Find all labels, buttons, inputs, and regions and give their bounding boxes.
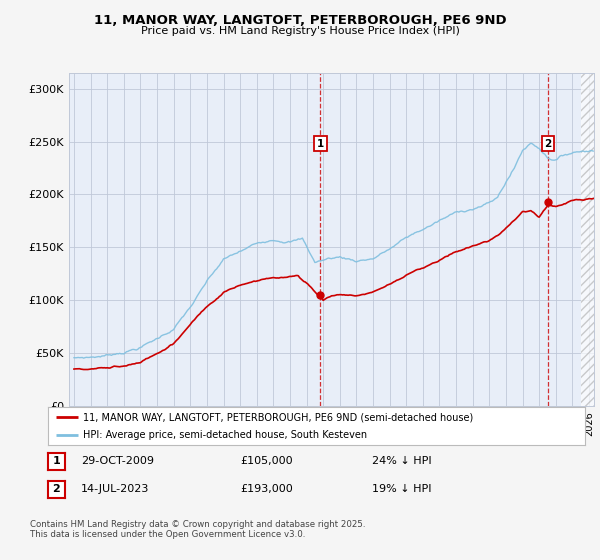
Text: 1: 1 — [317, 139, 324, 148]
Bar — [581, 73, 600, 406]
Text: 11, MANOR WAY, LANGTOFT, PETERBOROUGH, PE6 9ND (semi-detached house): 11, MANOR WAY, LANGTOFT, PETERBOROUGH, P… — [83, 412, 473, 422]
Text: 2: 2 — [53, 484, 60, 494]
Text: Contains HM Land Registry data © Crown copyright and database right 2025.
This d: Contains HM Land Registry data © Crown c… — [30, 520, 365, 539]
Text: £105,000: £105,000 — [240, 456, 293, 466]
Text: 24% ↓ HPI: 24% ↓ HPI — [372, 456, 431, 466]
Text: £193,000: £193,000 — [240, 484, 293, 494]
Text: 11, MANOR WAY, LANGTOFT, PETERBOROUGH, PE6 9ND: 11, MANOR WAY, LANGTOFT, PETERBOROUGH, P… — [94, 14, 506, 27]
Bar — [581, 73, 600, 406]
Text: 1: 1 — [53, 456, 60, 466]
Text: 19% ↓ HPI: 19% ↓ HPI — [372, 484, 431, 494]
Text: Price paid vs. HM Land Registry's House Price Index (HPI): Price paid vs. HM Land Registry's House … — [140, 26, 460, 36]
Text: 2: 2 — [545, 139, 552, 148]
Text: 29-OCT-2009: 29-OCT-2009 — [81, 456, 154, 466]
Text: 14-JUL-2023: 14-JUL-2023 — [81, 484, 149, 494]
Text: HPI: Average price, semi-detached house, South Kesteven: HPI: Average price, semi-detached house,… — [83, 430, 367, 440]
